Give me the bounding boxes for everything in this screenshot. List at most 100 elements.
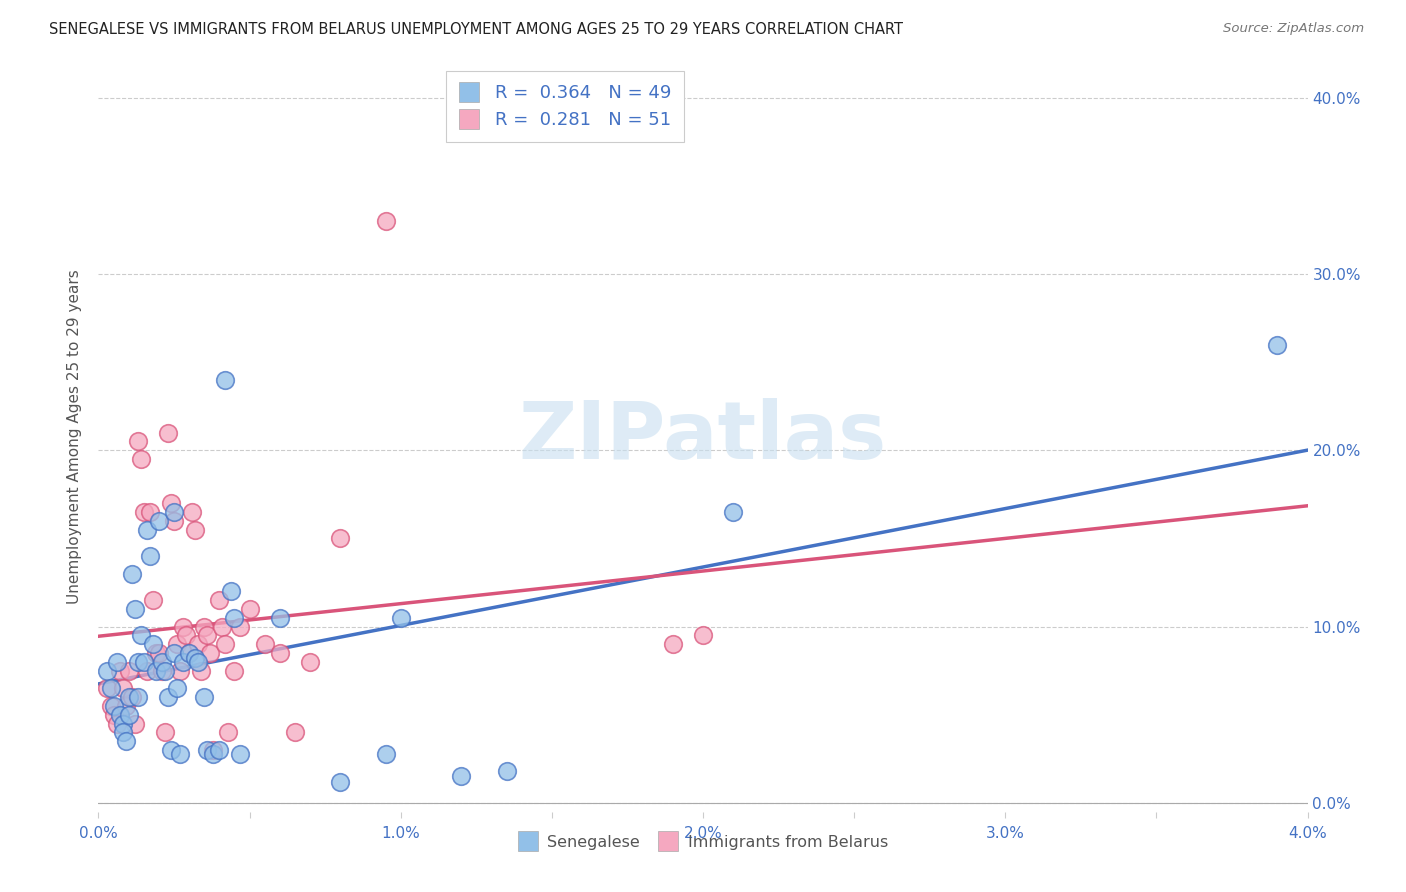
Point	[142, 593, 165, 607]
Point	[195, 743, 218, 757]
Point	[100, 698, 122, 713]
Point	[208, 593, 231, 607]
Point	[169, 747, 191, 761]
Point	[211, 619, 233, 633]
Point	[156, 690, 179, 705]
Point	[132, 505, 155, 519]
Point	[111, 716, 134, 731]
Point	[96, 664, 118, 678]
Point	[153, 725, 176, 739]
Point	[124, 602, 146, 616]
Point	[1267, 337, 1289, 351]
Point	[142, 637, 165, 651]
Point	[103, 707, 125, 722]
Point	[96, 681, 118, 696]
Point	[184, 523, 207, 537]
Point	[118, 690, 141, 705]
Point	[118, 664, 141, 678]
Point	[166, 637, 188, 651]
Text: SENEGALESE VS IMMIGRANTS FROM BELARUS UNEMPLOYMENT AMONG AGES 25 TO 29 YEARS COR: SENEGALESE VS IMMIGRANTS FROM BELARUS UN…	[49, 22, 903, 37]
Y-axis label: Unemployment Among Ages 25 to 29 years: Unemployment Among Ages 25 to 29 years	[67, 269, 83, 605]
Point	[166, 681, 188, 696]
Point	[329, 774, 352, 789]
Point	[124, 716, 146, 731]
Point	[190, 664, 212, 678]
Point	[184, 651, 207, 665]
Point	[111, 681, 134, 696]
Point	[121, 566, 143, 581]
Point	[172, 655, 194, 669]
Point	[450, 769, 472, 783]
Point	[202, 747, 225, 761]
Point	[105, 655, 128, 669]
Point	[111, 725, 134, 739]
Point	[163, 646, 186, 660]
Point	[229, 747, 252, 761]
Point	[329, 532, 352, 546]
Point	[224, 611, 246, 625]
Text: Source: ZipAtlas.com: Source: ZipAtlas.com	[1223, 22, 1364, 36]
Point	[224, 664, 246, 678]
Point	[163, 514, 186, 528]
Point	[269, 646, 291, 660]
Point	[187, 655, 209, 669]
Point	[118, 707, 141, 722]
Point	[495, 764, 517, 779]
Point	[179, 646, 201, 660]
Point	[374, 214, 396, 228]
Point	[284, 725, 307, 739]
Point	[208, 743, 231, 757]
Point	[172, 619, 194, 633]
Point	[150, 664, 173, 678]
Point	[127, 655, 149, 669]
Legend: Senegalese, Immigrants from Belarus: Senegalese, Immigrants from Belarus	[512, 829, 894, 856]
Point	[239, 602, 262, 616]
Text: ZIPatlas: ZIPatlas	[519, 398, 887, 476]
Point	[135, 523, 157, 537]
Point	[269, 611, 291, 625]
Point	[174, 628, 197, 642]
Point	[193, 690, 215, 705]
Point	[200, 646, 222, 660]
Point	[163, 505, 186, 519]
Point	[121, 690, 143, 705]
Point	[139, 549, 162, 563]
Point	[150, 655, 173, 669]
Point	[132, 655, 155, 669]
Point	[221, 584, 243, 599]
Point	[389, 611, 412, 625]
Point	[229, 619, 252, 633]
Point	[202, 743, 225, 757]
Point	[100, 681, 122, 696]
Point	[145, 646, 167, 660]
Point	[129, 628, 152, 642]
Point	[253, 637, 276, 651]
Point	[135, 664, 157, 678]
Point	[160, 743, 183, 757]
Point	[129, 452, 152, 467]
Point	[692, 628, 714, 642]
Point	[114, 698, 136, 713]
Point	[193, 619, 215, 633]
Point	[187, 637, 209, 651]
Point	[153, 664, 176, 678]
Point	[114, 734, 136, 748]
Point	[148, 646, 170, 660]
Point	[195, 628, 218, 642]
Point	[148, 514, 170, 528]
Point	[214, 637, 236, 651]
Point	[108, 707, 131, 722]
Point	[181, 505, 204, 519]
Point	[723, 505, 745, 519]
Point	[179, 646, 201, 660]
Point	[103, 698, 125, 713]
Point	[139, 505, 162, 519]
Point	[169, 664, 191, 678]
Point	[105, 716, 128, 731]
Point	[299, 655, 322, 669]
Point	[108, 664, 131, 678]
Point	[145, 664, 167, 678]
Point	[217, 725, 239, 739]
Point	[374, 747, 396, 761]
Point	[214, 373, 236, 387]
